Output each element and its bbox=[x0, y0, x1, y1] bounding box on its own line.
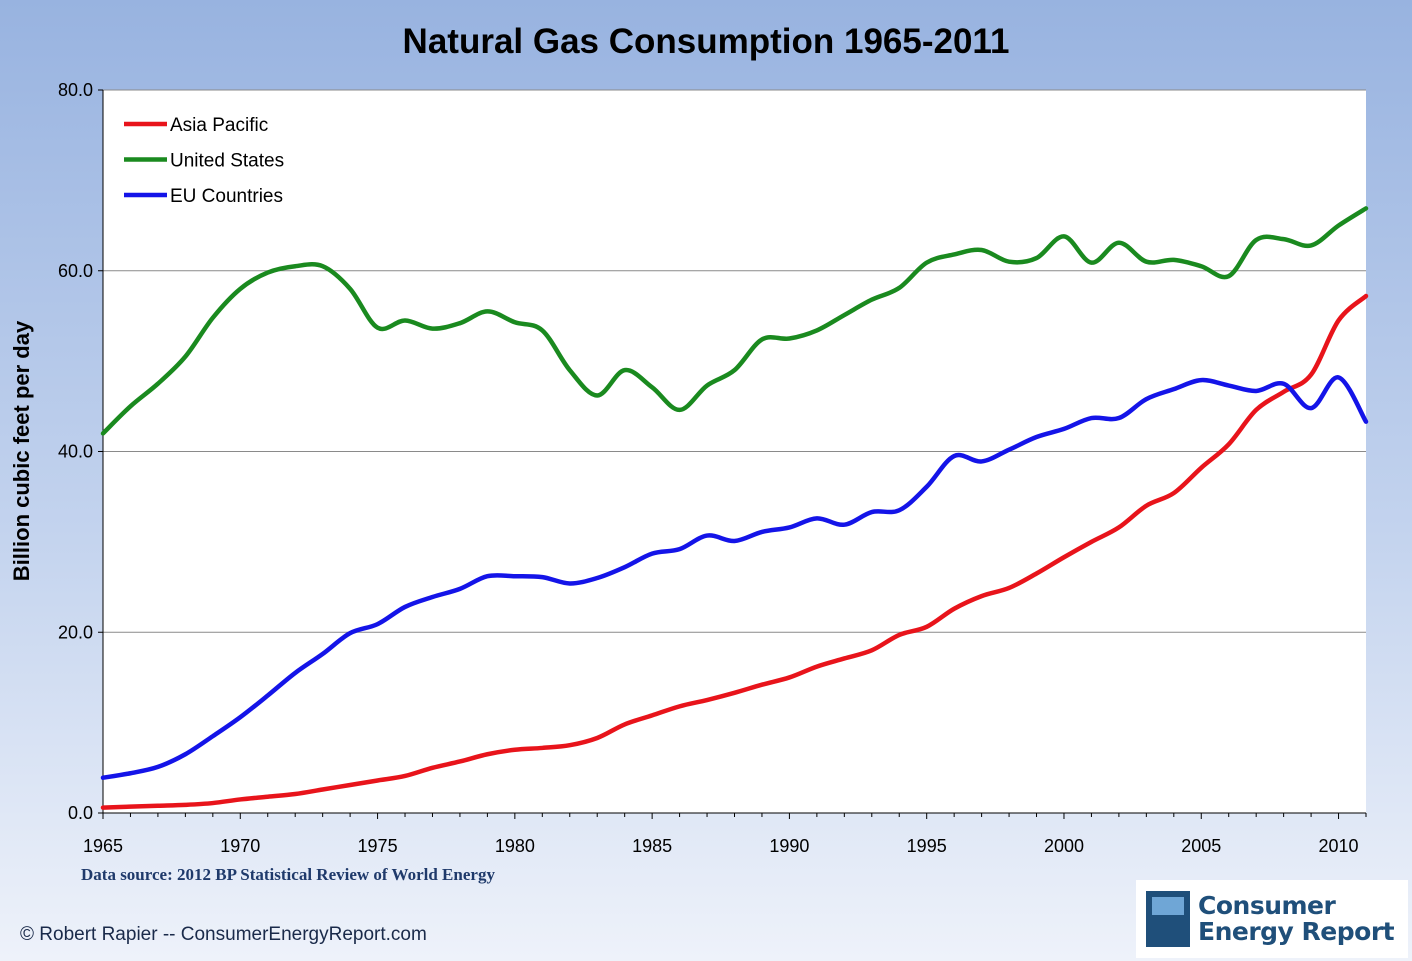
x-tick-label: 1980 bbox=[495, 836, 535, 856]
y-tick-label: 80.0 bbox=[58, 80, 93, 100]
y-tick-label: 60.0 bbox=[58, 261, 93, 281]
x-tick-label: 1985 bbox=[632, 836, 672, 856]
y-tick-label: 40.0 bbox=[58, 442, 93, 462]
logo-mark-icon bbox=[1146, 891, 1190, 947]
y-axis-label: Billion cubic feet per day bbox=[9, 320, 34, 582]
x-tick-label: 2005 bbox=[1181, 836, 1221, 856]
series-line-asia-pacific bbox=[100, 293, 1369, 810]
chart-title: Natural Gas Consumption 1965-2011 bbox=[402, 22, 1010, 61]
x-tick-label: 2010 bbox=[1319, 836, 1359, 856]
data-source-note: Data source: 2012 BP Statistical Review … bbox=[81, 865, 495, 884]
x-tick-label: 1975 bbox=[358, 836, 398, 856]
x-tick-label: 1990 bbox=[769, 836, 809, 856]
logo-line-2: Energy Report bbox=[1198, 917, 1395, 946]
series-line-united-states bbox=[100, 206, 1369, 436]
y-tick-label: 20.0 bbox=[58, 622, 93, 642]
consumer-energy-report-logo: Consumer Energy Report bbox=[1136, 880, 1408, 958]
legend-label-united-states: United States bbox=[170, 151, 284, 172]
series-line-eu-countries bbox=[100, 375, 1369, 780]
legend-label-asia-pacific: Asia Pacific bbox=[170, 115, 268, 136]
x-tick-label: 2000 bbox=[1044, 836, 1084, 856]
x-tick-label: 1965 bbox=[83, 836, 123, 856]
logo-line-1: Consumer bbox=[1198, 891, 1336, 920]
legend-label-eu-countries: EU Countries bbox=[170, 186, 283, 207]
x-tick-label: 1995 bbox=[907, 836, 947, 856]
y-tick-label: 0.0 bbox=[68, 803, 93, 823]
x-tick-label: 1970 bbox=[220, 836, 260, 856]
copyright-note: © Robert Rapier -- ConsumerEnergyReport.… bbox=[20, 924, 427, 945]
